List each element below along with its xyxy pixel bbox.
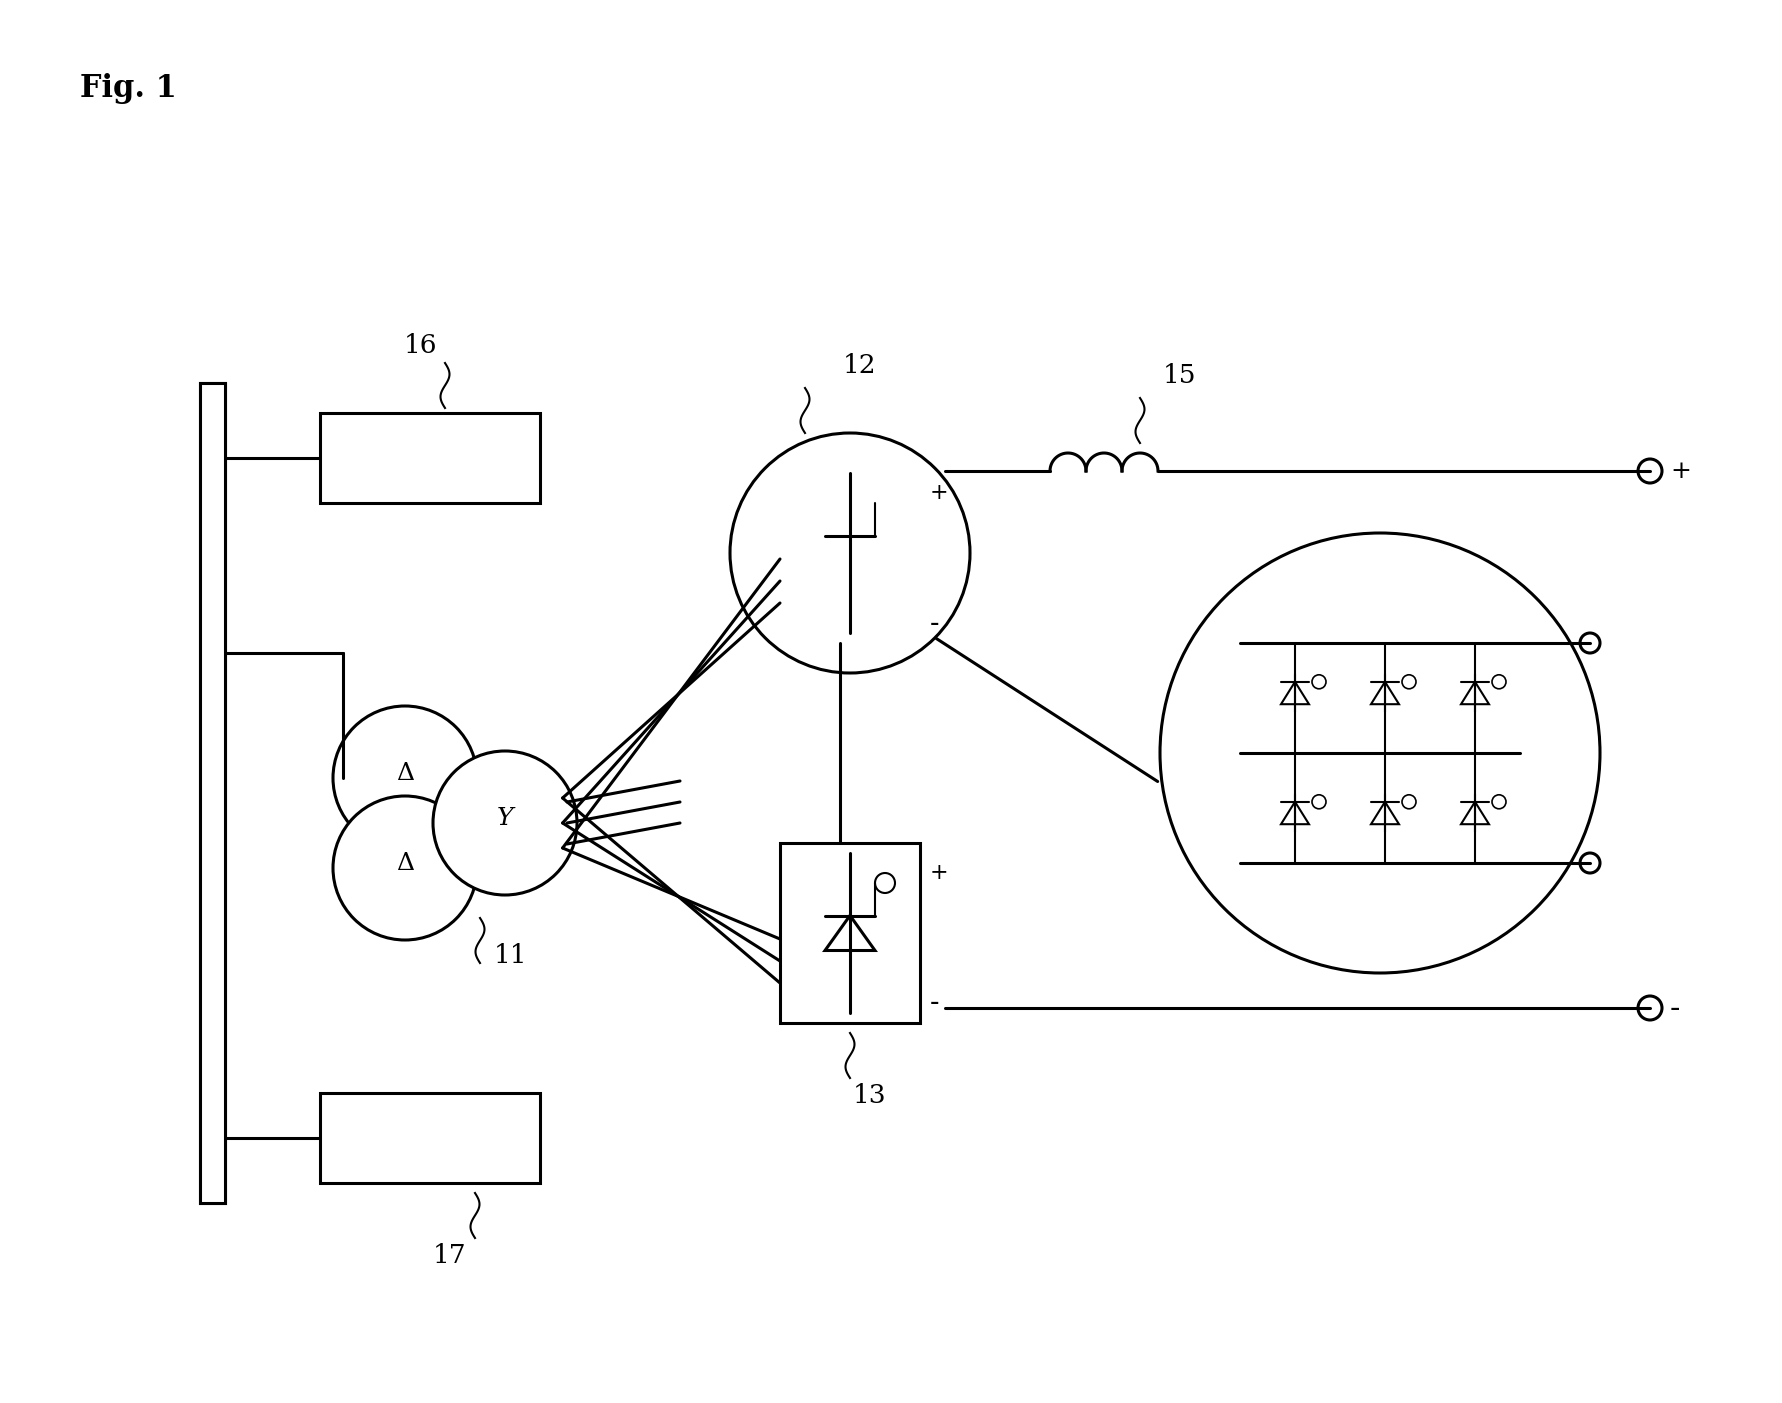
Bar: [779, 463, 920, 643]
Circle shape: [875, 492, 895, 513]
Circle shape: [1312, 675, 1326, 689]
Text: Δ: Δ: [396, 852, 413, 874]
Text: 16: 16: [403, 333, 437, 358]
Circle shape: [1401, 796, 1415, 808]
Text: Δ: Δ: [396, 762, 413, 784]
Text: +: +: [930, 861, 948, 884]
Text: -: -: [930, 989, 939, 1017]
Circle shape: [1160, 533, 1598, 974]
Text: +: +: [930, 483, 948, 504]
Text: -: -: [1670, 992, 1679, 1024]
Text: 17: 17: [433, 1243, 467, 1268]
Circle shape: [1579, 633, 1598, 652]
Circle shape: [1638, 996, 1661, 1020]
Circle shape: [1492, 796, 1506, 808]
Text: Y: Y: [497, 807, 513, 829]
Circle shape: [1312, 796, 1326, 808]
Text: 15: 15: [1162, 363, 1196, 389]
Circle shape: [1401, 675, 1415, 689]
Circle shape: [1492, 675, 1506, 689]
Circle shape: [875, 873, 895, 892]
Circle shape: [333, 796, 478, 940]
Bar: [200, 383, 225, 1202]
Bar: [319, 412, 540, 504]
Text: +: +: [1670, 460, 1689, 483]
Circle shape: [333, 706, 478, 850]
Text: Fig. 1: Fig. 1: [80, 73, 176, 104]
Bar: [200, 383, 225, 1202]
Bar: [779, 843, 920, 1023]
Text: 13: 13: [854, 1083, 886, 1108]
Text: -: -: [930, 609, 939, 637]
Bar: [319, 1093, 540, 1183]
Circle shape: [729, 434, 969, 673]
Text: 12: 12: [843, 354, 877, 377]
Circle shape: [433, 751, 577, 895]
Text: 11: 11: [494, 943, 526, 968]
Circle shape: [1638, 459, 1661, 483]
Circle shape: [1579, 853, 1598, 873]
